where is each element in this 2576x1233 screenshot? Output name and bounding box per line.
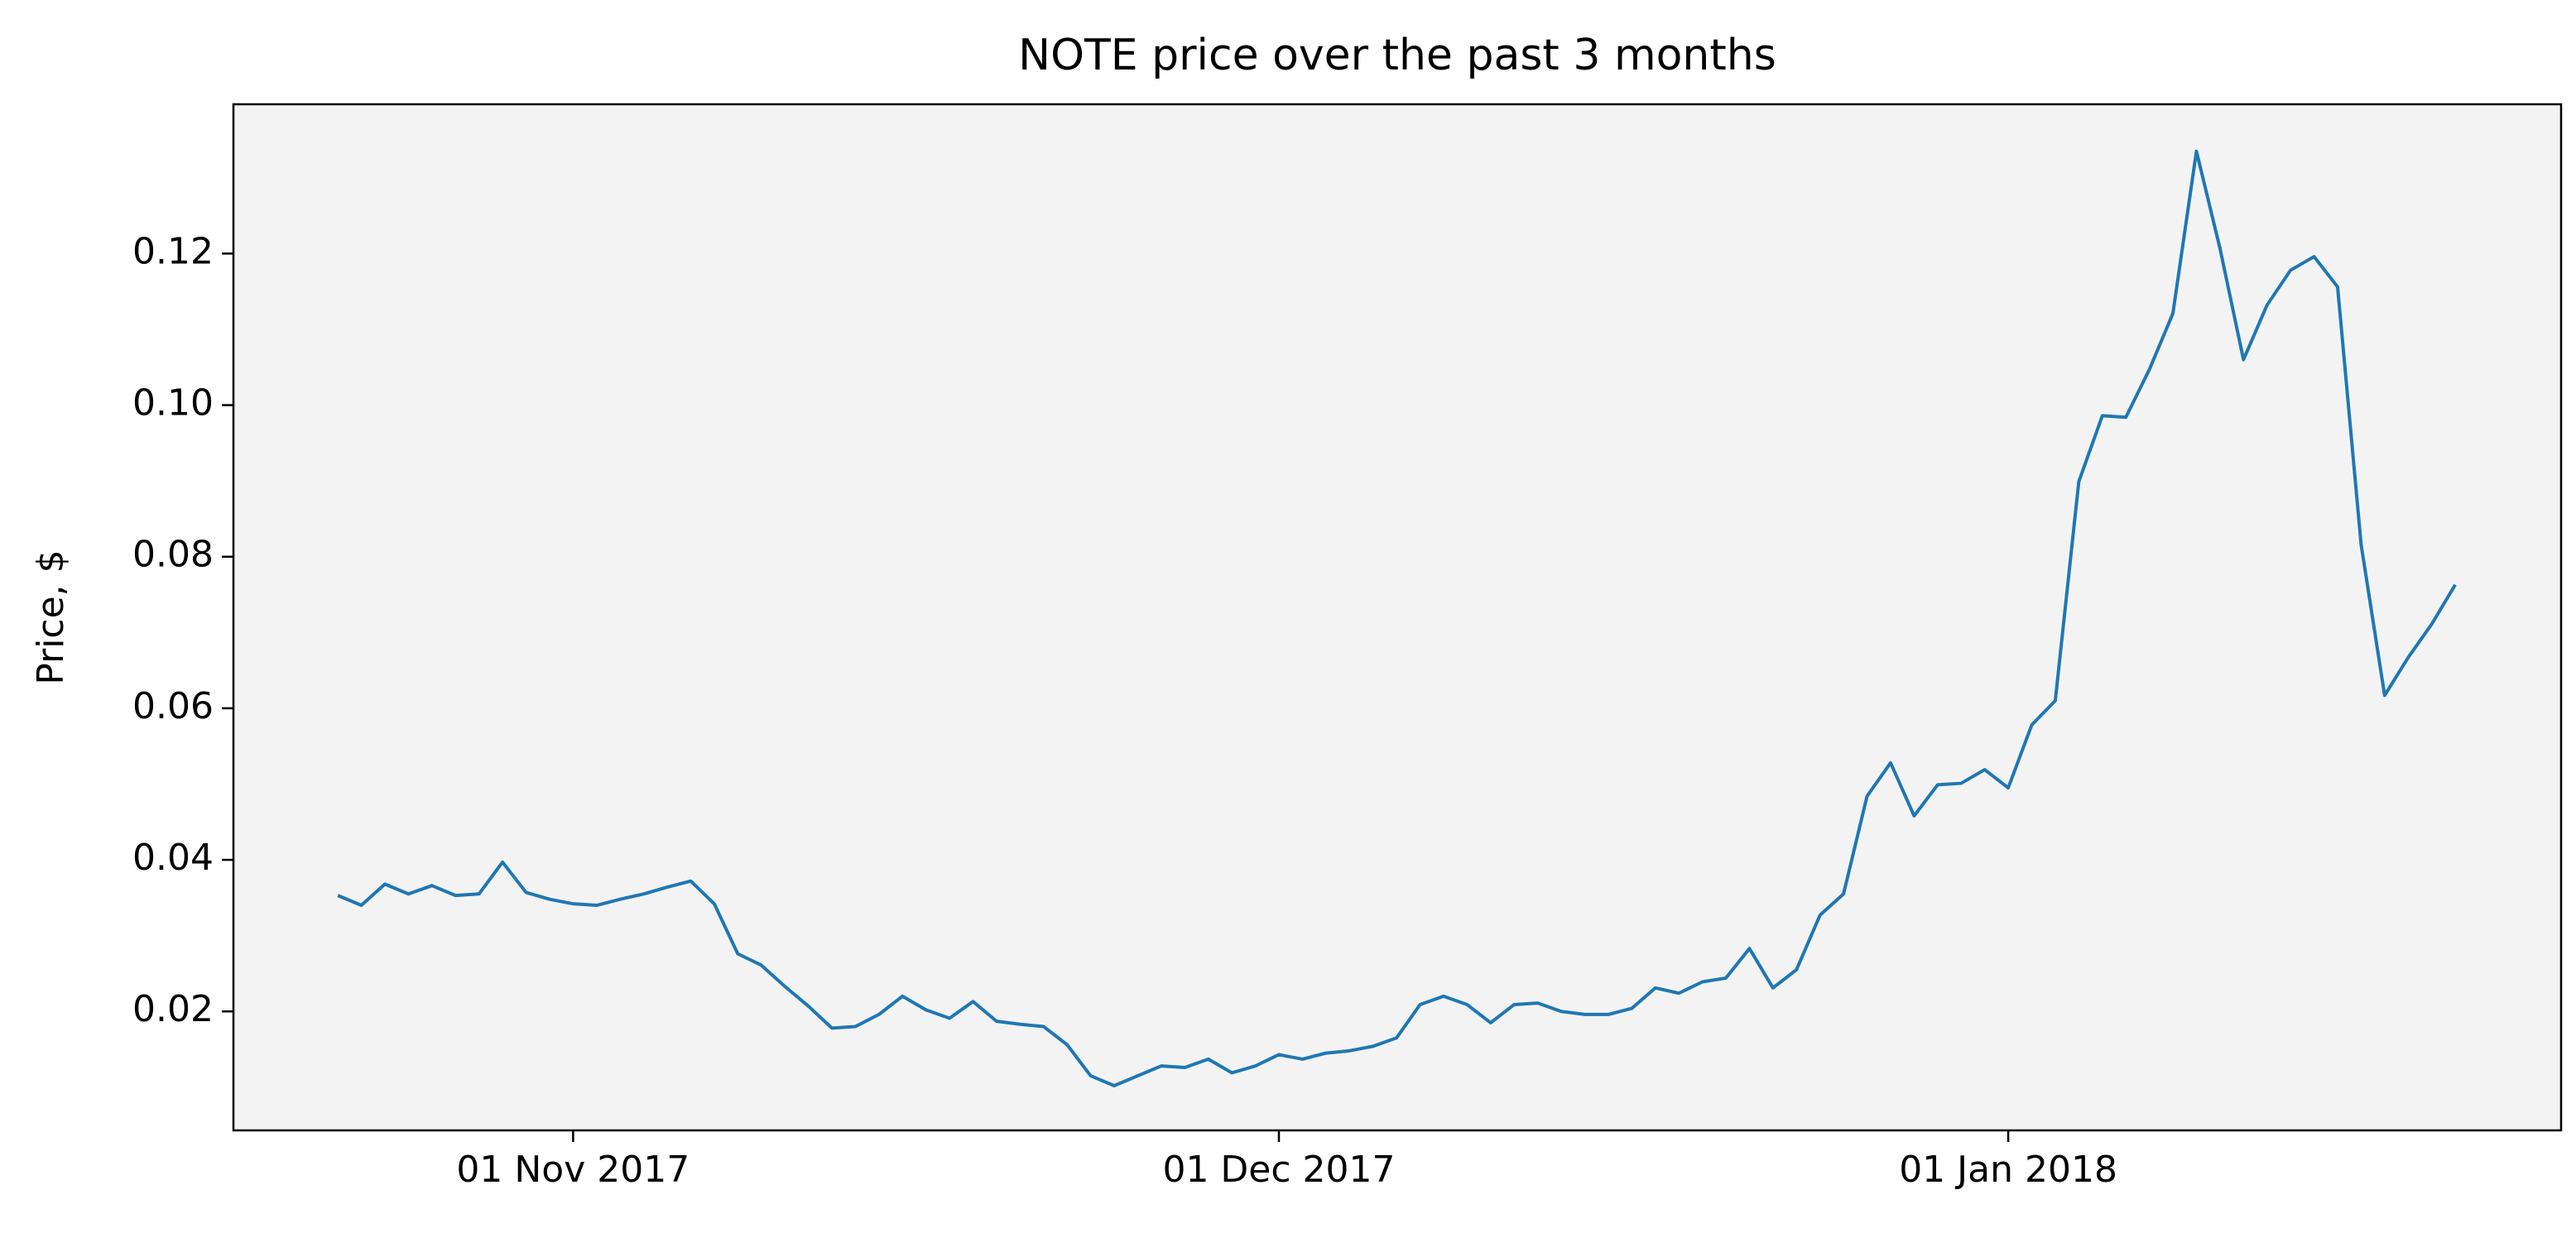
- y-tick-label: 0.04: [132, 837, 214, 879]
- y-tick-label: 0.10: [132, 382, 214, 425]
- y-tick-label: 0.12: [132, 230, 214, 272]
- x-tick-label: 01 Dec 2017: [1162, 1149, 1395, 1191]
- price-line: [337, 149, 2457, 1087]
- plot-frame: [232, 103, 2563, 1132]
- x-tick-label: 01 Nov 2017: [456, 1149, 690, 1191]
- x-tick-label: 01 Jan 2018: [1899, 1149, 2117, 1191]
- y-axis-label: Price, $: [30, 549, 72, 684]
- chart-title: NOTE price over the past 3 months: [1018, 31, 1776, 80]
- y-tick-label: 0.02: [132, 988, 214, 1030]
- y-tick-label: 0.06: [132, 685, 214, 727]
- y-tick-label: 0.08: [132, 534, 214, 576]
- plot-area: [233, 104, 2561, 1130]
